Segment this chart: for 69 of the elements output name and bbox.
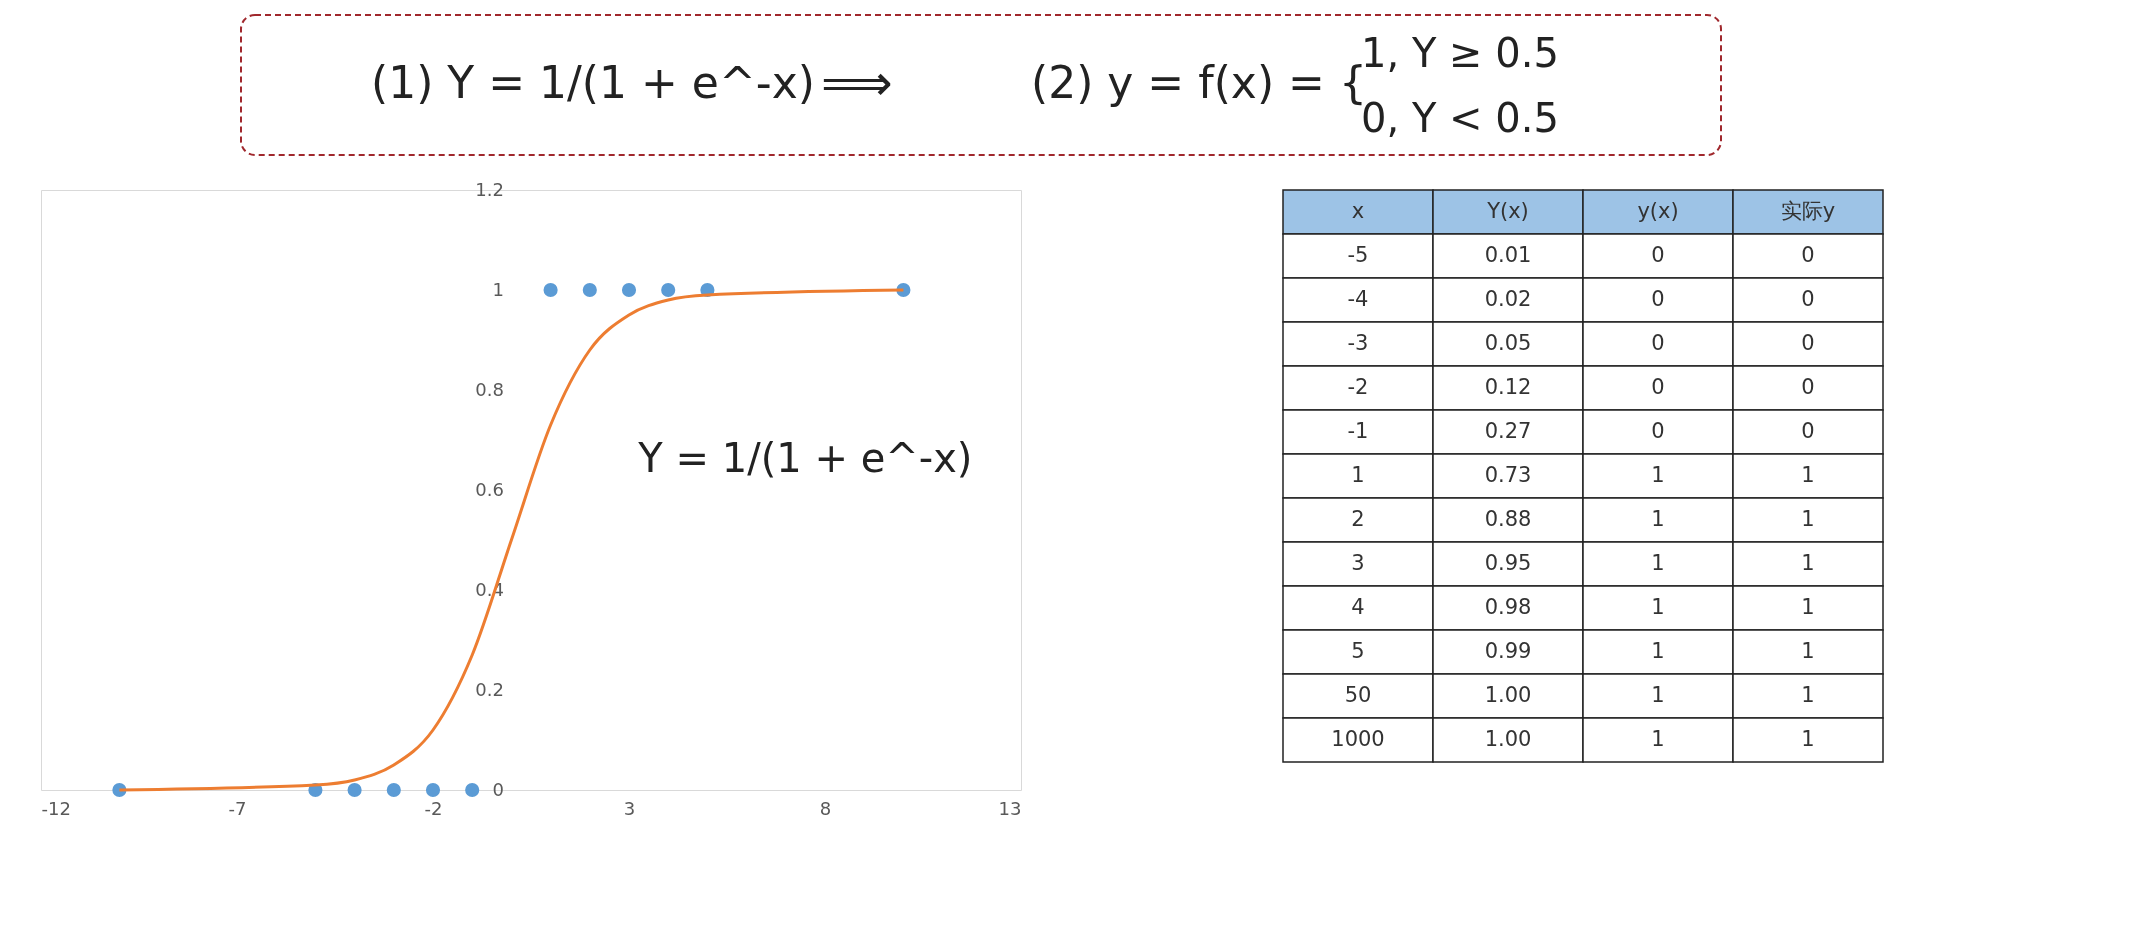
y-tick-label: 1.2 xyxy=(475,178,504,200)
text: 0.95 xyxy=(1484,551,1532,575)
y-tick-label: 0.6 xyxy=(475,478,504,500)
text: -5 xyxy=(1347,243,1369,267)
text: (1) Y = 1/(1 + e^-x) xyxy=(371,57,815,108)
y-tick-label: 0 xyxy=(492,778,504,800)
text: 1, Y ≥ 0.5 xyxy=(1361,30,1559,76)
y-tick-label: 0.8 xyxy=(475,378,504,400)
text: 0, Y < 0.5 xyxy=(1361,95,1559,141)
text: 0 xyxy=(1651,243,1665,267)
text: 1 xyxy=(1801,639,1815,663)
text: 50 xyxy=(1344,683,1372,707)
x-tick-label: 8 xyxy=(819,797,832,819)
x-tick-label: 13 xyxy=(998,797,1022,819)
text: -4 xyxy=(1347,287,1369,311)
text: 1.00 xyxy=(1484,683,1532,707)
text: 4 xyxy=(1351,595,1365,619)
x-tick-label: -12 xyxy=(41,797,71,819)
text: 0.05 xyxy=(1484,331,1532,355)
text: 1 xyxy=(1801,463,1815,487)
text: 1 xyxy=(1651,551,1665,575)
text: 0.12 xyxy=(1484,375,1532,399)
text: 0 xyxy=(1801,331,1815,355)
category-label: y(x) xyxy=(1637,199,1679,223)
category-label: Y(x) xyxy=(1486,199,1529,223)
category-label: 实际y xyxy=(1780,199,1836,223)
text: 0 xyxy=(1801,375,1815,399)
text: 5 xyxy=(1351,639,1365,663)
x-tick-label: 3 xyxy=(623,797,636,819)
text: 1 xyxy=(1651,463,1665,487)
x-tick-label: -7 xyxy=(228,797,247,819)
text: 0 xyxy=(1801,243,1815,267)
text: 0.88 xyxy=(1484,507,1532,531)
text: 0 xyxy=(1801,287,1815,311)
y-tick-label: 0.2 xyxy=(475,678,504,700)
text: 1000 xyxy=(1331,727,1385,751)
text: 1 xyxy=(1801,727,1815,751)
text: -1 xyxy=(1347,419,1369,443)
text: 1 xyxy=(1801,683,1815,707)
text: 0.27 xyxy=(1484,419,1532,443)
text: 1 xyxy=(1651,727,1665,751)
text: 1 xyxy=(1651,595,1665,619)
text: 0 xyxy=(1801,419,1815,443)
text: 0.01 xyxy=(1484,243,1532,267)
text: 0 xyxy=(1651,419,1665,443)
text: 1 xyxy=(1651,683,1665,707)
y-tick-label: 1 xyxy=(492,278,504,300)
text: 0.02 xyxy=(1484,287,1532,311)
text: 3 xyxy=(1351,551,1365,575)
text: 0 xyxy=(1651,331,1665,355)
text: 0.73 xyxy=(1484,463,1532,487)
text: -2 xyxy=(1347,375,1369,399)
text: 0 xyxy=(1651,287,1665,311)
text: ⟹ xyxy=(821,54,893,112)
text: 1.00 xyxy=(1484,727,1532,751)
text: 1 xyxy=(1801,551,1815,575)
text: 1 xyxy=(1801,595,1815,619)
text: 1 xyxy=(1801,507,1815,531)
text: 1 xyxy=(1651,507,1665,531)
text: 2 xyxy=(1351,507,1365,531)
category-label: x xyxy=(1351,199,1365,223)
text: 1 xyxy=(1351,463,1365,487)
x-tick-label: -2 xyxy=(424,797,443,819)
text: 0 xyxy=(1651,375,1665,399)
annotation: Y = 1/(1 + e^-x) xyxy=(637,435,973,481)
text: -3 xyxy=(1347,331,1369,355)
text: 0.98 xyxy=(1484,595,1532,619)
text: 1 xyxy=(1651,639,1665,663)
text: 0.99 xyxy=(1484,639,1532,663)
